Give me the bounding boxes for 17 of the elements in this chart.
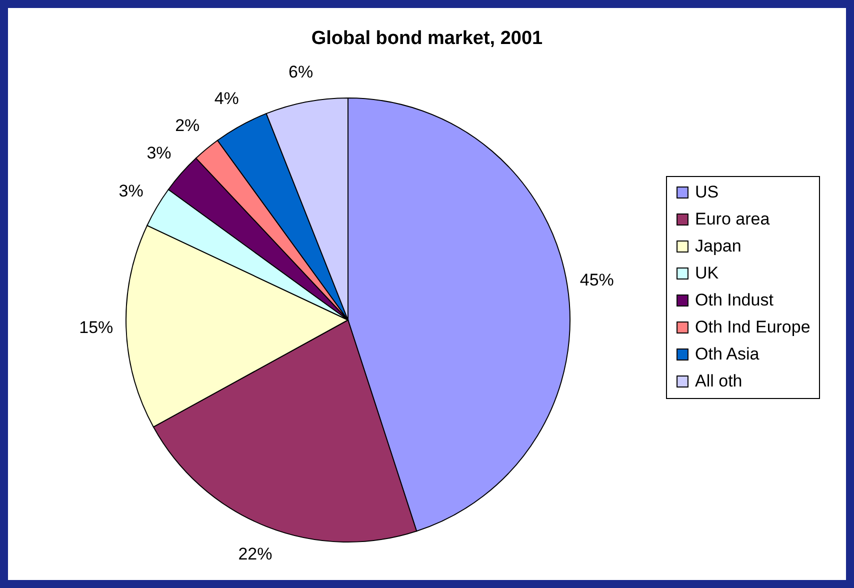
legend-label: Euro area (695, 210, 770, 228)
data-label: 22% (238, 544, 272, 564)
data-label: 45% (580, 270, 614, 290)
data-label: 4% (214, 89, 239, 108)
chart-title: Global bond market, 2001 (311, 28, 544, 49)
legend-label: Oth Ind Europe (695, 318, 810, 336)
legend-label: Oth Indust (695, 290, 774, 310)
data-label: 2% (175, 116, 200, 135)
data-label: 15% (79, 318, 114, 337)
legend-label: US (695, 182, 719, 202)
data-label: 3% (146, 143, 172, 162)
data-label: 6% (288, 62, 314, 82)
legend-label: All oth (695, 372, 742, 390)
legend-label: Japan (695, 236, 742, 256)
data-label: 3% (118, 182, 144, 201)
legend-label: UK (695, 264, 720, 282)
legend-label: Oth Asia (695, 344, 760, 364)
